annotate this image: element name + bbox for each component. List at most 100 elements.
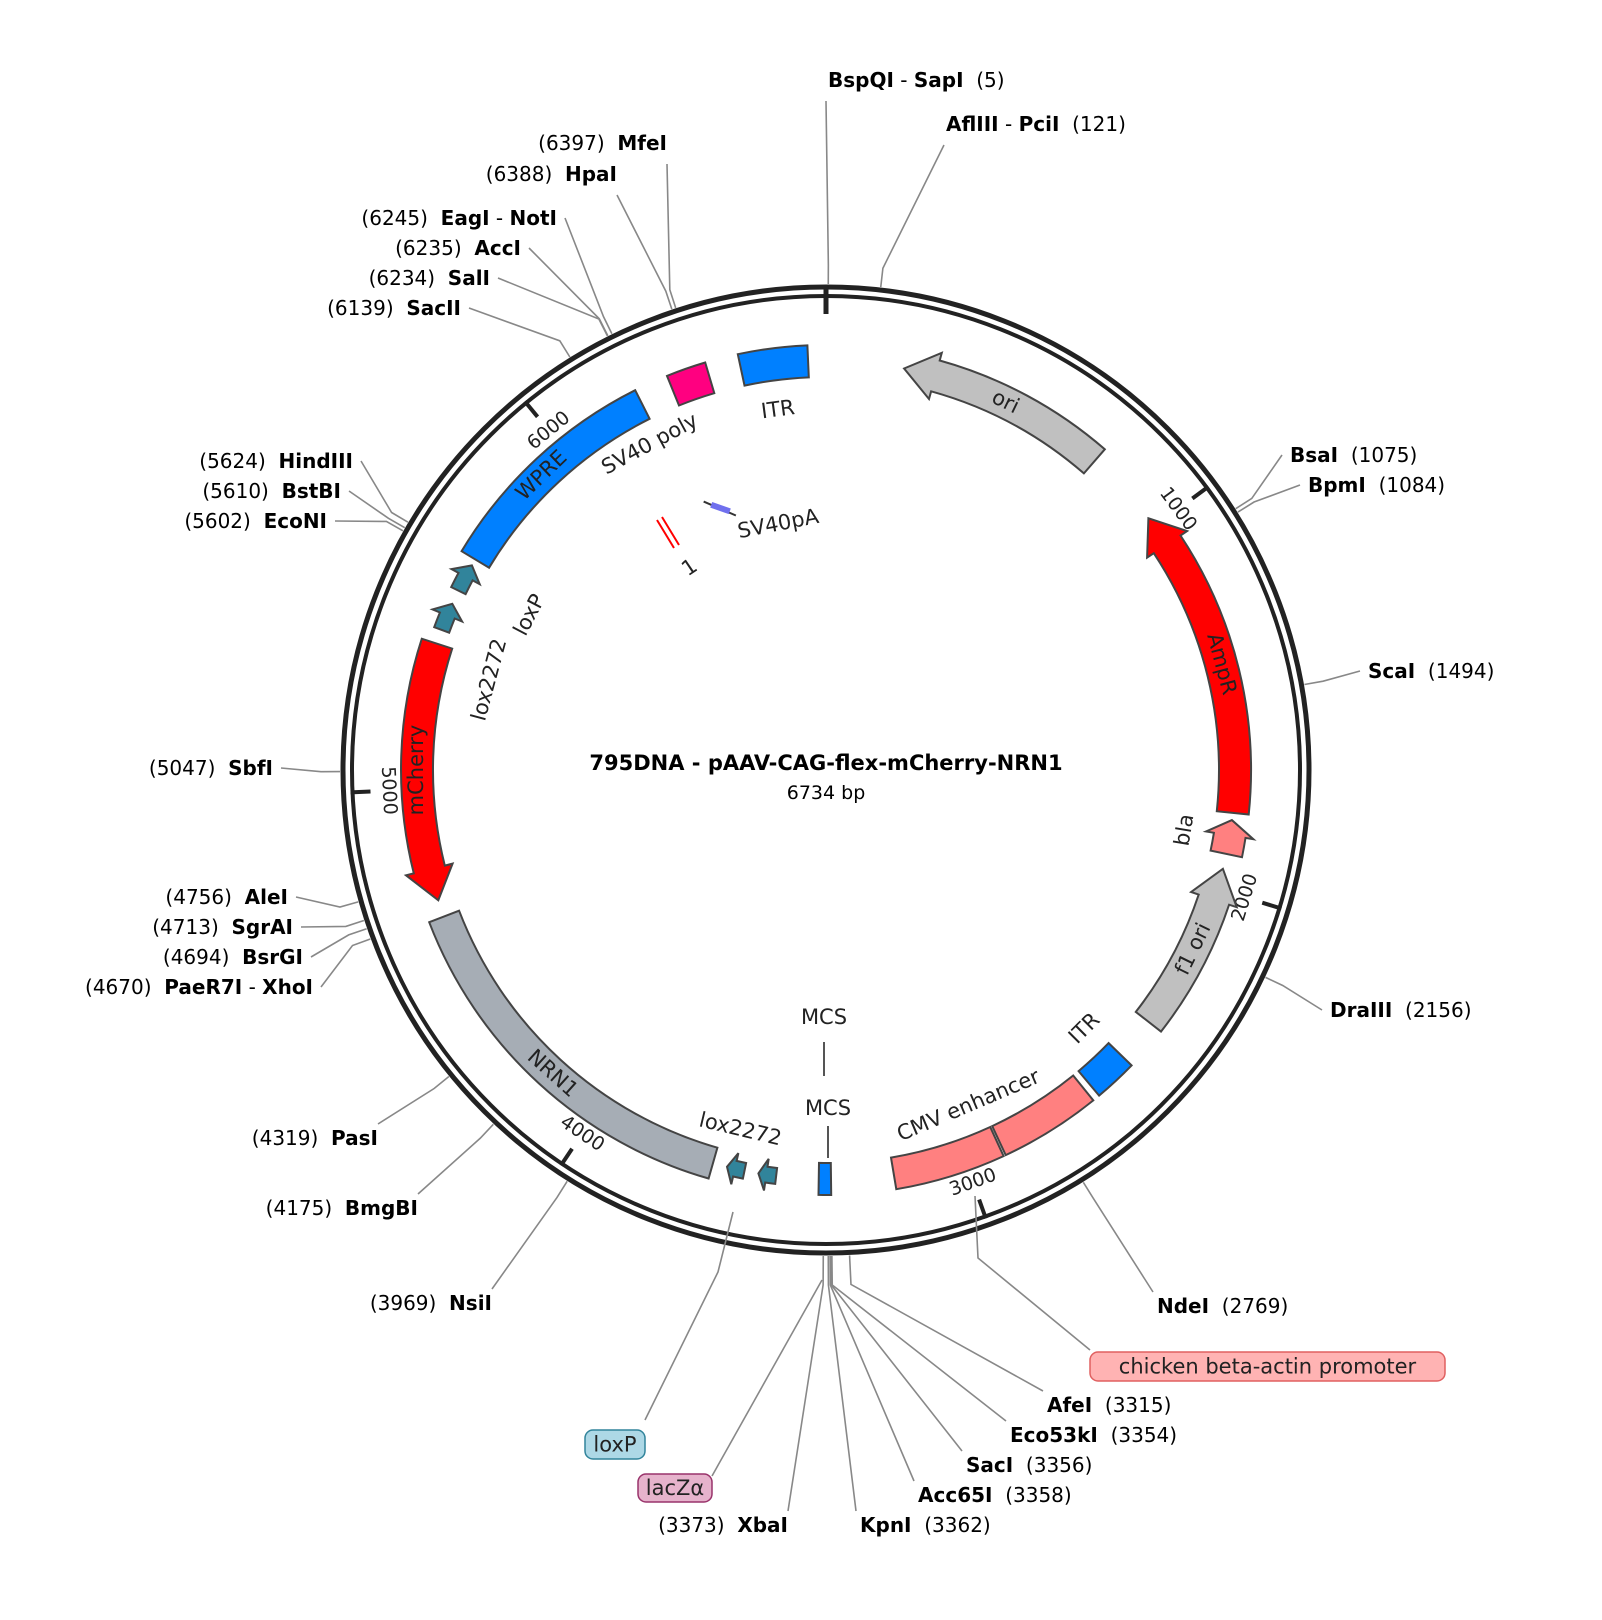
mcs-label: MCS [805,1096,851,1120]
tick-mark [350,789,371,795]
enzyme-leader-line [825,100,830,285]
enzyme-label-afliii-pcii: AflIII - PciI (121) [946,112,1126,136]
feature-f1-ori [1134,867,1239,1034]
enzyme-leader-line [829,1255,915,1482]
feature-sv40pa [710,501,731,515]
feature-label-bla: bla [1170,812,1199,848]
enzyme-label-acci: (6235) AccI [395,236,521,260]
feature-label-sv40pa: SV40pA [736,504,822,543]
enzyme-label-hpai: (6388) HpaI [486,162,617,186]
enzyme-leader-line [491,1180,568,1290]
callout-box-lacz- [637,1473,713,1503]
enzyme-label-eco53ki: Eco53kI (3354) [1010,1423,1177,1447]
enzyme-label-econi: (5602) EcoNI [184,509,327,533]
plasmid-title: 795DNA - pAAV-CAG-flex-mCherry-NRN1 [589,751,1062,775]
tick-label: 5000 [377,766,401,815]
tick-mark [559,1147,574,1167]
enzyme-leader-line [310,927,367,958]
origin-marker [661,516,680,546]
enzyme-label-bpmi: BpmI (1084) [1308,473,1445,497]
enzyme-label-nsii: (3969) NsiI [370,1291,492,1315]
plasmid-length: 6734 bp [787,782,866,804]
enzyme-leader-line [666,163,677,309]
enzyme-leader-lines [280,100,1361,1512]
feature-label-loxp: loxP [508,590,549,639]
enzyme-label-sgrai: (4713) SgrAI [152,915,293,939]
tick-mark [1191,484,1210,501]
enzyme-leader-line [300,919,365,928]
enzyme-label-bspqi-sapi: BspQI - SapI (5) [828,68,1005,92]
enzyme-leader-line [377,1075,450,1125]
callout-box-chicken-beta-actin-promoter [1089,1351,1446,1382]
feature-loxp [448,564,482,596]
feature-label-mcherry: mCherry [404,725,428,816]
feature-label-lox2272: lox2272 [697,1108,784,1151]
enzyme-leader-line [848,1255,1044,1392]
enzyme-label-bsai: BsaI (1075) [1290,443,1417,467]
feature-wpre [460,388,651,570]
enzyme-leader-line [468,307,571,358]
callouts: chicken beta-actin promoter loxP lacZα [584,1195,1446,1503]
enzyme-leader-line [616,194,673,310]
tick-mark [523,400,540,419]
feature-mcherry [400,637,455,902]
enzyme-label-bsrgi: (4694) BsrGI [163,945,303,969]
enzyme-leader-line [879,144,945,288]
tick-mark [977,1198,988,1220]
enzyme-label-afei: AfeI (3315) [1047,1393,1171,1417]
enzyme-label-scai: ScaI (1494) [1368,659,1494,683]
enzyme-leader-line [830,1255,963,1452]
callout-leader-loxp [644,1211,734,1421]
feature-bla [1202,818,1257,859]
enzyme-leader-line [1082,1181,1154,1293]
callout-leader-chicken-beta-actin-promoter [974,1195,1091,1351]
feature-ampr [1146,516,1253,816]
enzyme-leader-line [360,460,409,523]
enzyme-label-alei: (4756) AleI [165,885,288,909]
enzyme-label-draiii: DraIII (2156) [1330,998,1472,1022]
enzyme-label-sbfi: (5047) SbfI [149,756,273,780]
tick-mark [1261,900,1282,911]
enzyme-leader-line [1237,484,1301,513]
callout-label-chicken-beta-actin-promoter: chicken beta-actin promoter [1119,1355,1417,1379]
callout-label-loxp: loxP [593,1433,636,1457]
enzyme-label-eagi-noti: (6245) EagI - NotI [361,206,557,230]
enzyme-leader-line [334,520,404,532]
feature-sv40-poly [665,361,716,407]
feature-nrn1 [427,909,719,1180]
enzyme-label-acc65i: Acc65I (3358) [918,1483,1072,1507]
enzyme-leader-line [827,1255,857,1512]
enzyme-label-mfei: (6397) MfeI [538,131,667,155]
enzyme-label-kpni: KpnI (3362) [860,1513,991,1537]
feature-label-itr: ITR [1064,1008,1105,1049]
enzyme-label-paer7i-xhoi: (4670) PaeR7I - XhoI [85,975,313,999]
enzyme-leader-line [417,1123,494,1195]
feature-ori [902,351,1107,475]
feature-mcs [817,1161,833,1197]
feature-lox2272 [757,1158,779,1191]
enzyme-labels: BspQI - SapI (5) AflIII - PciI (121) BsaI … [85,68,1494,1537]
enzyme-label-bmgbi: (4175) BmgBI [266,1196,418,1220]
feature-itr [1077,1041,1134,1098]
callout-label-lacz-: lacZα [646,1476,704,1500]
enzyme-label-saci: SacI (3356) [966,1453,1092,1477]
feature-feature [889,1125,1005,1191]
enzyme-leader-line [1235,454,1283,510]
enzyme-label-sacii: (6139) SacII [327,296,461,320]
origin-label: 1 [677,553,702,580]
enzyme-leader-line [1304,670,1361,686]
callout-box-loxp [584,1429,646,1460]
mcs-label-outer: MCS [801,1005,847,1029]
feature-lox2272 [429,602,465,634]
feature-label-itr: ITR [760,395,797,423]
enzyme-label-pasi: (4319) PasI [252,1126,378,1150]
enzyme-label-ndei: NdeI (2769) [1157,1294,1288,1318]
enzyme-leader-line [295,896,359,908]
feature-cmv-enhancer [990,1074,1095,1157]
feature-feature [725,1152,748,1185]
enzyme-leader-line [348,490,406,529]
enzyme-leader-line [564,217,613,335]
callout-leader-lacz- [711,1279,823,1477]
feature-label-lox2272: lox2272 [466,636,511,723]
